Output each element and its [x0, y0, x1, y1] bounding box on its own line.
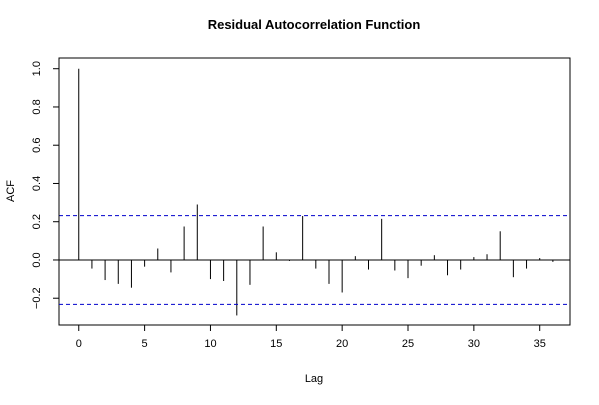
- y-axis: −0.2 0.0 0.2 0.4 0.6 0.8 1.0: [31, 61, 60, 309]
- x-tick-label-0: 0: [76, 338, 82, 350]
- y-tick-label-4: 0.6: [31, 138, 43, 153]
- y-tick-label-1: 0.0: [31, 252, 43, 267]
- y-axis-label: ACF: [5, 180, 17, 202]
- y-tick-label-0: −0.2: [31, 287, 43, 309]
- y-tick-label-5: 0.8: [31, 99, 43, 114]
- y-tick-label-3: 0.4: [31, 176, 43, 191]
- y-tick-label-2: 0.2: [31, 214, 43, 229]
- x-tick-label-15: 15: [270, 338, 282, 350]
- chart-title: Residual Autocorrelation Function: [208, 17, 421, 32]
- x-axis: 0 5 10 15 20 25 30 35: [76, 324, 546, 350]
- y-tick-label-6: 1.0: [31, 61, 43, 76]
- x-tick-label-25: 25: [402, 338, 414, 350]
- x-tick-label-20: 20: [336, 338, 348, 350]
- acf-bars: [78, 68, 554, 316]
- confidence-bounds: [59, 215, 570, 305]
- x-tick-label-5: 5: [142, 338, 148, 350]
- x-tick-label-35: 35: [534, 338, 546, 350]
- x-tick-label-10: 10: [204, 338, 216, 350]
- x-axis-label: Lag: [305, 373, 323, 385]
- x-tick-label-30: 30: [468, 338, 480, 350]
- plot-area-frame: [58, 57, 571, 326]
